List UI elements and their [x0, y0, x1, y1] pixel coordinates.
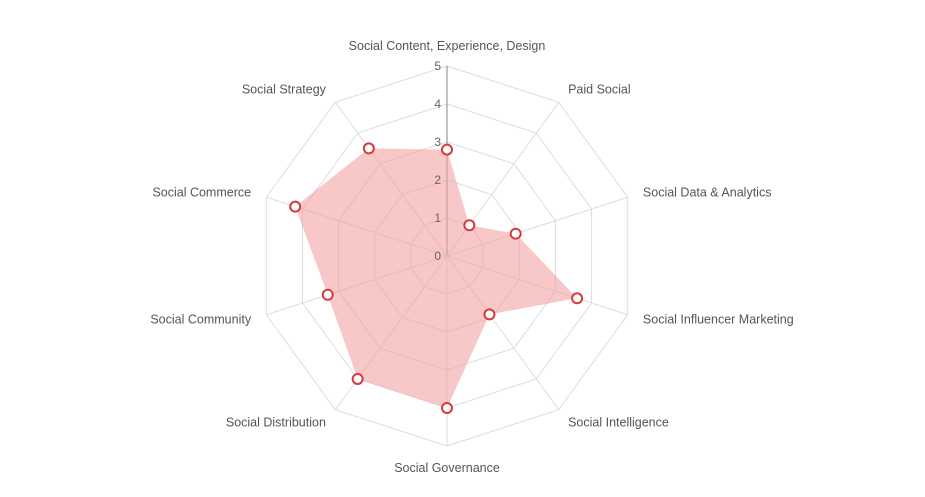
r-tick-label: 1: [434, 211, 441, 225]
r-tick-label: 4: [434, 97, 441, 111]
data-point-2: [509, 227, 522, 240]
series-area: [295, 148, 578, 408]
category-label: Social Strategy: [242, 82, 327, 96]
r-tick-label: 5: [434, 59, 441, 73]
category-label: Social Distribution: [226, 416, 326, 430]
data-point-3: [571, 292, 584, 305]
data-point-0: [441, 143, 453, 156]
category-label: Social Data & Analytics: [643, 185, 772, 199]
data-point-1: [463, 219, 476, 232]
data-point-8: [289, 200, 302, 213]
data-point-9: [362, 142, 375, 155]
data-point-4: [483, 308, 496, 321]
category-label: Social Commerce: [152, 185, 251, 199]
category-label: Social Community: [150, 313, 251, 327]
category-labels: Social Content, Experience, Design Paid S…: [150, 39, 793, 475]
r-tick-label: 0: [434, 249, 441, 263]
data-point-5: [441, 402, 453, 414]
data-markers: [289, 142, 584, 414]
radial-ticks: 0 1 2 3 4 5: [434, 59, 441, 263]
category-label: Social Intelligence: [568, 416, 669, 430]
category-label: Social Influencer Marketing: [643, 313, 794, 327]
data-point-6: [351, 372, 364, 385]
category-label: Social Content, Experience, Design: [349, 39, 546, 53]
category-label: Paid Social: [568, 82, 631, 96]
r-tick-label: 3: [434, 135, 441, 149]
data-point-7: [321, 288, 334, 301]
data-area: [295, 148, 578, 408]
category-label: Social Governance: [394, 461, 500, 475]
r-tick-label: 2: [434, 173, 441, 187]
